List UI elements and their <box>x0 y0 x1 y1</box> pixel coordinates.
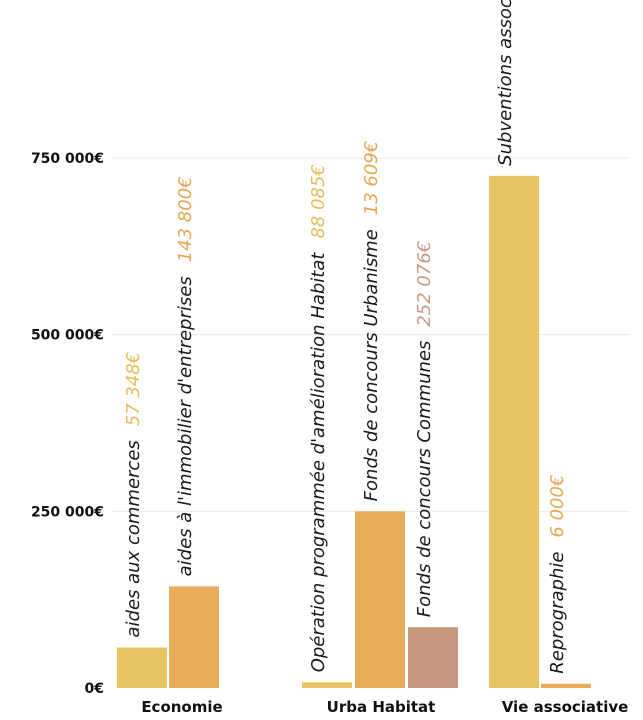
bar <box>489 175 539 688</box>
bar <box>408 627 458 688</box>
bar-value-label: 143 800€ <box>175 176 196 262</box>
bar-value-label: 13 609€ <box>361 141 382 215</box>
y-axis-ticks: 0€ 250 000€ 500 000€ 750 000€ <box>31 151 104 697</box>
bar-label: Fonds de concours Urbanisme 13 609€ <box>361 141 382 502</box>
bar-label: Reprographie 6 000€ <box>547 475 568 674</box>
bars <box>117 175 591 688</box>
bar-name-label: Fonds de concours Urbanisme <box>361 229 382 501</box>
bar-labels: aides aux commerces 57 348€ aides à l'immo… <box>123 0 568 674</box>
bar-name-label: Reprographie <box>547 552 568 674</box>
bar-name-label: Opération programmée d'amélioration Habi… <box>308 252 329 673</box>
bar-name-label: Subventions associations <box>495 0 516 166</box>
y-tick-label: 250 000€ <box>31 504 104 520</box>
bar-value-label: 88 085€ <box>308 164 329 238</box>
category-label: Economie <box>141 698 222 716</box>
category-label: Vie associative <box>502 698 629 716</box>
bar <box>169 586 219 688</box>
y-tick-label: 500 000€ <box>31 328 104 344</box>
bar <box>302 682 352 688</box>
bar-label: Fonds de concours Communes 252 076€ <box>414 241 435 617</box>
bar-value-label: 57 348€ <box>123 352 144 426</box>
bar-value-label: 6 000€ <box>547 475 568 538</box>
bar-label: Opération programmée d'amélioration Habi… <box>308 164 329 672</box>
bar-label: aides aux commerces 57 348€ <box>123 352 144 638</box>
y-tick-label: 0€ <box>85 681 104 697</box>
bar-value-label: 252 076€ <box>414 241 435 327</box>
category-label: Urba Habitat <box>327 698 436 716</box>
bar-name-label: aides aux commerces <box>123 440 144 637</box>
x-axis-categories: Economie Urba Habitat Vie associative <box>141 698 628 716</box>
bar-label: Subventions associations724 747€ <box>495 0 516 166</box>
bar <box>541 683 591 688</box>
bar-name-label: aides à l'immobilier d'entreprises <box>175 276 196 576</box>
bar-name-label: Fonds de concours Communes <box>414 341 435 618</box>
y-tick-label: 750 000€ <box>31 151 104 167</box>
bar <box>355 511 405 688</box>
bar-label: aides à l'immobilier d'entreprises 143 80… <box>175 176 196 576</box>
bar <box>117 647 167 688</box>
